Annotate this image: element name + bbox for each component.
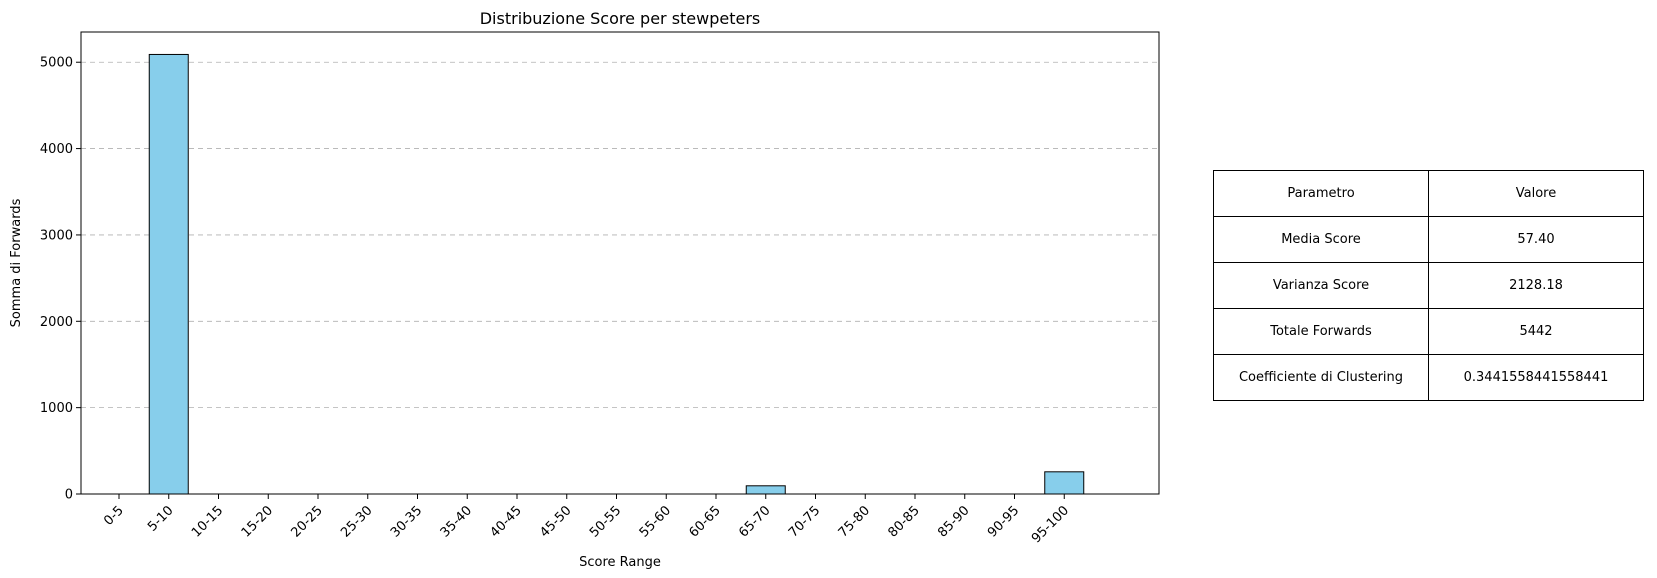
x-tick-label: 20-25 xyxy=(289,503,326,540)
x-tick-label: 35-40 xyxy=(438,503,475,540)
x-tick-label: 55-60 xyxy=(637,503,674,540)
x-tick-label: 40-45 xyxy=(488,503,525,540)
bar-chart: 0 1000 2000 3000 4000 5000 0-5 5-10 10-15 15-20 2… xyxy=(9,9,1160,570)
bar xyxy=(148,53,189,495)
x-tick-label: 95-100 xyxy=(1029,503,1072,546)
bar xyxy=(1044,471,1085,495)
x-tick-label: 25-30 xyxy=(338,503,375,540)
table-row: Media Score 57.40 xyxy=(1213,216,1644,263)
x-tick-label: 10-15 xyxy=(189,503,226,540)
table-cell-value: 5442 xyxy=(1428,308,1644,355)
x-tick-label: 70-75 xyxy=(786,503,823,540)
x-tick-label: 60-65 xyxy=(687,503,724,540)
y-tick-label: 4000 xyxy=(40,142,73,157)
table-row: Totale Forwards 5442 xyxy=(1213,308,1644,355)
y-axis-label: Somma di Forwards xyxy=(9,198,24,327)
x-tick-label: 50-55 xyxy=(587,503,624,540)
grid-lines xyxy=(81,61,1159,495)
table-header-cell: Valore xyxy=(1428,170,1644,217)
x-tick-label: 75-80 xyxy=(836,503,873,540)
table-header-row: Parametro Valore xyxy=(1213,170,1644,217)
x-tick-label: 0-5 xyxy=(101,503,127,529)
table-cell-value: 0.3441558441558441 xyxy=(1428,354,1644,401)
y-tick-label: 2000 xyxy=(40,315,73,330)
x-tick-label: 45-50 xyxy=(537,503,574,540)
table-cell-value: 2128.18 xyxy=(1428,262,1644,309)
table-cell-param: Totale Forwards xyxy=(1213,308,1429,355)
y-tick-label: 3000 xyxy=(40,228,73,243)
x-axis: 0-5 5-10 10-15 15-20 20-25 25-30 30-35 35-40 40-… xyxy=(101,494,1072,546)
x-tick-label: 80-85 xyxy=(886,503,923,540)
table-header-cell: Parametro xyxy=(1213,170,1429,217)
table-cell-param: Coefficiente di Clustering xyxy=(1213,354,1429,401)
table-cell-value: 57.40 xyxy=(1428,216,1644,263)
x-tick-label: 5-10 xyxy=(145,503,176,534)
x-axis-label: Score Range xyxy=(579,555,661,570)
stats-table: Parametro Valore Media Score 57.40 Varia… xyxy=(1213,170,1644,401)
y-tick-label: 5000 xyxy=(40,56,73,71)
bar xyxy=(745,485,786,495)
table-cell-param: Media Score xyxy=(1213,216,1429,263)
chart-title: Distribuzione Score per stewpeters xyxy=(480,9,761,28)
y-tick-label: 0 xyxy=(65,488,73,503)
x-tick-label: 15-20 xyxy=(239,503,276,540)
y-axis: 0 1000 2000 3000 4000 5000 xyxy=(40,56,81,503)
bars xyxy=(148,53,1085,495)
y-tick-label: 1000 xyxy=(40,401,73,416)
x-tick-label: 65-70 xyxy=(736,503,773,540)
table-cell-param: Varianza Score xyxy=(1213,262,1429,309)
table-row: Varianza Score 2128.18 xyxy=(1213,262,1644,309)
table-row: Coefficiente di Clustering 0.34415584415… xyxy=(1213,354,1644,401)
plot-frame xyxy=(80,31,1160,495)
x-tick-label: 90-95 xyxy=(985,503,1022,540)
x-tick-label: 85-90 xyxy=(935,503,972,540)
x-tick-label: 30-35 xyxy=(388,503,425,540)
